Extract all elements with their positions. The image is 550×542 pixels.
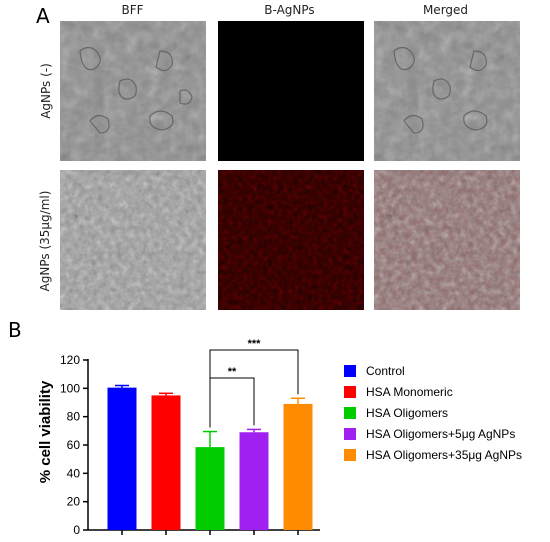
panel-b-letter: B <box>8 318 22 342</box>
legend-label: HSA Oligomers+35μg AgNPs <box>366 448 522 462</box>
panel-a-letter: A <box>36 4 50 28</box>
legend-swatch <box>344 407 356 419</box>
significance-bracket-1 <box>209 349 299 428</box>
micrograph-merged-treated <box>374 170 520 310</box>
bar-2 <box>195 447 225 530</box>
column-label-bff: BFF <box>121 3 144 17</box>
bar-1 <box>151 395 181 530</box>
micrograph-bff-agnps <box>60 170 206 310</box>
significance-bracket-0 <box>209 377 255 428</box>
fluorescence-b-agnps-control <box>218 21 364 161</box>
legend-item: HSA Oligomers+35μg AgNPs <box>344 446 522 464</box>
y-tick-label: 0 <box>73 523 80 537</box>
column-label-merged: Merged <box>422 3 469 17</box>
legend-label: HSA Monomeric <box>366 385 453 399</box>
row-label-agnps-none: AgNPs (-) <box>39 63 53 119</box>
column-label-b-agnps: B-AgNPs <box>264 3 315 17</box>
micrograph-merged-control <box>374 21 520 161</box>
bar-3 <box>239 432 269 530</box>
y-tick-label: 80 <box>67 410 81 424</box>
micrograph-bff-control <box>60 21 206 161</box>
legend-label: HSA Oligomers+5μg AgNPs <box>366 427 516 441</box>
legend-item: HSA Monomeric <box>344 383 453 401</box>
y-tick-label: 120 <box>60 353 80 367</box>
y-tick-label: 20 <box>67 495 81 509</box>
fluorescence-b-agnps-treated <box>218 170 364 310</box>
y-tick-label: 60 <box>67 438 81 452</box>
legend-swatch <box>344 428 356 440</box>
y-axis-label: % cell viability <box>37 380 54 483</box>
row-label-agnps-35: AgNPs (35μg/ml) <box>38 190 52 292</box>
y-tick-label: 100 <box>60 381 80 395</box>
legend-label: Control <box>366 364 405 378</box>
legend-swatch <box>344 449 356 461</box>
legend-swatch <box>344 365 356 377</box>
significance-label-0: ** <box>228 366 237 378</box>
legend-item: HSA Oligomers <box>344 404 448 422</box>
y-tick-label: 40 <box>67 466 81 480</box>
legend-swatch <box>344 386 356 398</box>
significance-label-1: *** <box>248 338 262 350</box>
bar-0 <box>107 387 137 530</box>
legend-label: HSA Oligomers <box>366 406 449 420</box>
legend-item: HSA Oligomers+5μg AgNPs <box>344 425 515 443</box>
bar-4 <box>283 403 313 530</box>
legend-item: Control <box>344 362 405 380</box>
